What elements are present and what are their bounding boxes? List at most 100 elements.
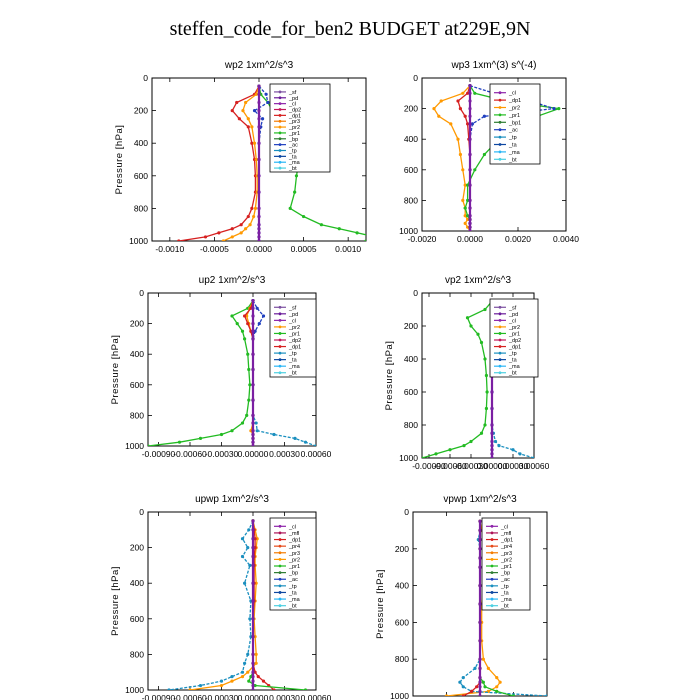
legend-marker [498, 135, 502, 139]
data-point [478, 694, 482, 696]
data-point [188, 688, 192, 690]
data-point [495, 676, 499, 680]
y-tick-label: 1000 [125, 685, 144, 695]
data-point [230, 235, 234, 239]
legend-label: _pr4 [500, 544, 512, 550]
legend-marker [490, 604, 494, 608]
data-point [257, 239, 261, 241]
x-tick-label: -0.0005 [200, 244, 229, 254]
legend-marker [498, 351, 502, 355]
x-tick-label: 0.00030 [269, 449, 300, 459]
data-point [244, 227, 248, 231]
data-point [449, 122, 453, 126]
data-point [243, 661, 247, 665]
data-point [251, 413, 255, 417]
series-line-tp [168, 520, 254, 690]
x-tick-label: -0.00090 [142, 693, 176, 700]
y-tick-label: 200 [130, 543, 144, 553]
data-point [469, 439, 473, 444]
data-point [257, 92, 261, 96]
data-point [532, 456, 534, 458]
data-point [198, 436, 203, 440]
legend-label: _bt [288, 166, 297, 172]
x-tick-label: -0.0020 [408, 234, 437, 244]
x-tick-label: 0.0000 [246, 244, 272, 254]
data-point [484, 373, 488, 378]
data-point [246, 652, 250, 657]
data-point [251, 537, 255, 541]
legend: _sf_pd_cl_pr2_pr1_dp2_dp1_tp_ta_ma_bt [489, 298, 539, 378]
data-point [466, 217, 470, 222]
data-point [478, 547, 482, 551]
data-point [240, 554, 245, 559]
data-point [458, 680, 462, 684]
legend-label: _bt [500, 604, 509, 610]
legend: _sf_pd_cl_pr2_pr1_dp2_dp1_tp_ta_ma_bt [269, 298, 317, 378]
data-point [251, 398, 255, 402]
data-point [473, 666, 477, 671]
data-point [293, 436, 297, 440]
legend-marker [278, 96, 282, 100]
panel-5: upwp 1xm^2/s^302004006008001000-0.00090-… [110, 494, 332, 700]
data-point [251, 617, 255, 621]
data-point [490, 406, 494, 411]
data-point [463, 183, 467, 187]
legend-marker [498, 128, 502, 132]
x-tick-label: -0.00090 [142, 449, 176, 459]
data-point [456, 137, 460, 141]
legend-marker [498, 98, 502, 102]
data-point [254, 92, 258, 96]
legend-frame [489, 298, 539, 378]
data-point [552, 107, 556, 111]
legend-label: _pr1 [500, 564, 512, 570]
data-point [257, 322, 261, 326]
legend-marker [278, 125, 282, 129]
legend-label: _pr1 [288, 564, 300, 570]
x-tick-label: 0.00030 [498, 461, 529, 471]
legend-label: _ac [288, 143, 298, 149]
data-point [219, 432, 224, 437]
data-point [482, 152, 486, 157]
data-point [246, 125, 250, 129]
data-point [251, 421, 255, 425]
data-point [272, 432, 276, 437]
legend-label: _ma [288, 364, 301, 370]
data-point [461, 685, 465, 689]
data-point [470, 689, 474, 694]
legend-label: _dp1 [288, 113, 301, 119]
data-point [463, 114, 467, 118]
y-tick-label: 1000 [125, 441, 144, 451]
legend-marker [490, 524, 494, 528]
legend-marker [498, 157, 502, 161]
x-tick-label: -0.00030 [454, 461, 488, 471]
y-tick-label: 400 [134, 138, 148, 148]
legend-label: _pr2 [288, 557, 300, 563]
legend-marker [490, 564, 494, 568]
data-point [250, 206, 254, 210]
legend-marker [278, 90, 282, 94]
y-tick-label: 0 [413, 288, 418, 298]
panel-2: wp3 1xm^(3) s^(-4) 0 200 400 600 800 1000-0.00… [399, 60, 579, 244]
legend-label: _pr2 [508, 325, 520, 331]
legend-label: _ta [500, 590, 510, 596]
legend-label: _bt [288, 604, 297, 610]
data-point [255, 429, 259, 433]
legend-marker [278, 119, 282, 123]
data-point [230, 227, 234, 231]
y-tick-label: 600 [134, 171, 148, 181]
data-point [198, 683, 203, 688]
data-point [247, 367, 251, 372]
panel-4: vp2 1xm^2/s^302004006008001000-0.00090-0… [384, 275, 550, 471]
data-point [466, 225, 470, 229]
data-point [257, 235, 261, 239]
x-tick-label: -0.00030 [205, 449, 239, 459]
data-point [483, 357, 487, 361]
data-point [479, 340, 484, 345]
data-point [251, 322, 255, 326]
legend-marker [278, 312, 282, 316]
panel-title: wp2 1xm^2/s^3 [224, 60, 294, 71]
data-point [319, 223, 324, 227]
x-tick-label: 0.00060 [301, 693, 332, 700]
data-point [257, 100, 261, 105]
panel-6: vpwp 1xm^2/s^302004006008001000-0.00040-… [375, 494, 563, 700]
